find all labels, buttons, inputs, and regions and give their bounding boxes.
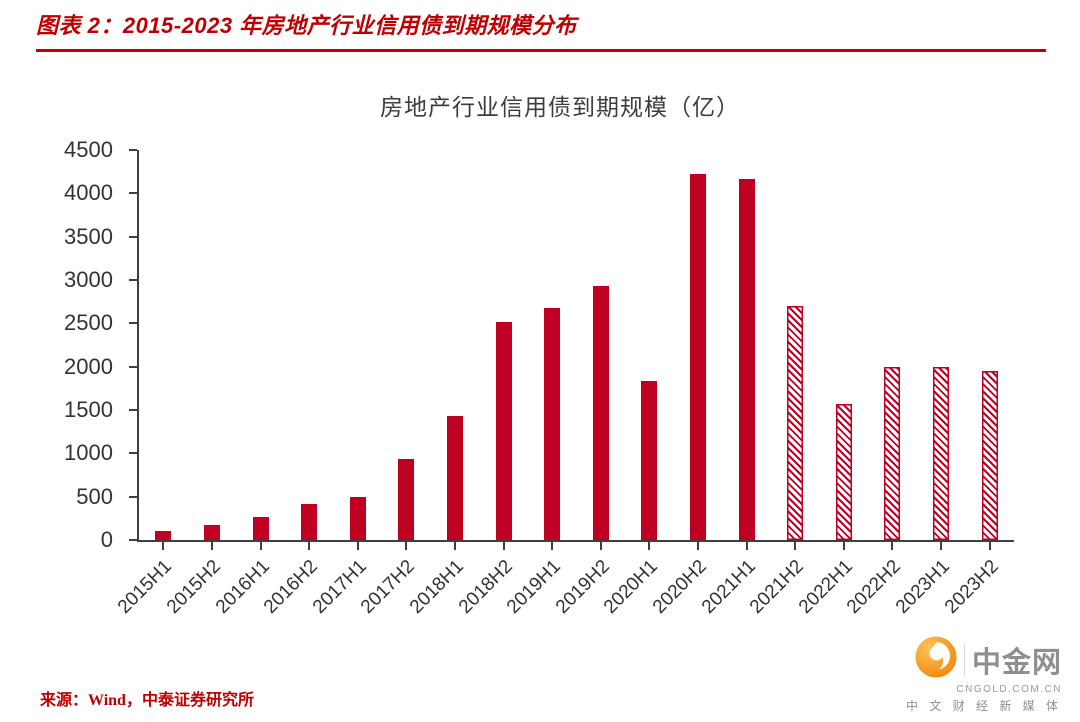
- y-tick-mark: [129, 149, 137, 151]
- y-tick-mark: [129, 452, 137, 455]
- cngold-logo-icon: [915, 636, 957, 683]
- brand-divider: [963, 642, 965, 677]
- x-tick-mark: [502, 542, 505, 550]
- figure-caption: 图表 2：2015-2023 年房地产行业信用债到期规模分布: [36, 13, 577, 38]
- y-tick-label: 500: [76, 483, 113, 509]
- brand-name: 中金网: [971, 646, 1062, 679]
- cngold-watermark: 中金网 CNGOLD.COM.CN 中 文 财 经 新 媒 体: [900, 636, 1062, 714]
- bar-2016h1: [252, 517, 269, 540]
- plot-area: [129, 149, 1014, 550]
- y-tick-mark: [129, 495, 137, 498]
- bar-2019h1: [544, 307, 561, 540]
- x-tick-mark: [162, 542, 165, 550]
- y-tick-mark: [129, 235, 137, 238]
- y-tick-mark: [129, 192, 137, 195]
- bar-2023h2: [981, 371, 998, 540]
- y-tick-label: 2000: [64, 353, 113, 379]
- x-axis: 2015H1 2015H2 2016H1 2016H2 2017H1 2017H2 2018…: [114, 544, 1012, 664]
- bar-2020h1: [641, 381, 658, 540]
- bar-2023h1: [933, 366, 950, 540]
- brand-tagline: 中 文 财 经 新 媒 体: [905, 699, 1062, 713]
- y-tick-label: 4500: [64, 137, 113, 162]
- y-tick-label: 3000: [64, 267, 113, 292]
- x-tick-mark: [405, 542, 408, 550]
- y-tick-label: 0: [100, 527, 113, 552]
- chart-title: 房地产行业信用债到期规模（亿）: [380, 94, 740, 120]
- bar-2020h2: [690, 174, 707, 540]
- bar-2015h2: [203, 525, 220, 540]
- y-tick-label: 2500: [64, 310, 113, 336]
- y-tick-mark: [129, 322, 137, 325]
- x-tick-mark: [599, 542, 602, 550]
- x-tick-mark: [210, 542, 213, 550]
- x-tick-mark: [453, 542, 456, 550]
- x-tick-mark: [745, 542, 748, 550]
- bar-2018h2: [495, 321, 512, 540]
- bar-2016h2: [301, 503, 318, 540]
- y-tick-mark: [129, 365, 137, 368]
- bar-2017h2: [398, 458, 415, 540]
- y-tick-label: 1500: [64, 397, 113, 422]
- y-axis: 0 500 1000 1500 2000 2500 3000 3500 4000 4500: [0, 137, 127, 552]
- y-tick-mark: [129, 279, 137, 281]
- figure-header: 图表 2：2015-2023 年房地产行业信用债到期规模分布: [36, 8, 1046, 52]
- brand-row: 中金网: [900, 636, 1062, 683]
- x-tick-mark: [697, 542, 700, 550]
- x-tick-mark: [891, 542, 894, 550]
- x-tick-mark: [356, 542, 359, 550]
- x-tick-mark: [794, 542, 797, 550]
- y-tick-mark: [129, 409, 137, 411]
- x-tick-mark: [308, 542, 311, 550]
- y-tick-mark: [129, 539, 137, 541]
- bar-2021h2: [787, 306, 804, 540]
- x-tick-mark: [551, 542, 554, 550]
- bar-2019h2: [592, 286, 609, 540]
- brand-domain: CNGOLD.COM.CN: [956, 684, 1062, 695]
- x-tick-mark: [988, 542, 991, 550]
- x-tick-mark: [648, 542, 651, 550]
- bar-2022h2: [884, 366, 901, 540]
- y-tick-label: 3500: [64, 223, 113, 249]
- bar-2015h1: [155, 531, 172, 540]
- bar-2017h1: [349, 496, 366, 540]
- bar-2021h1: [738, 178, 755, 540]
- y-tick-label: 1000: [64, 440, 113, 466]
- y-tick-label: 4000: [64, 180, 113, 206]
- x-tick-mark: [940, 542, 943, 550]
- x-tick-mark: [259, 542, 262, 550]
- bar-2018h1: [446, 416, 463, 540]
- bar-2022h1: [835, 403, 852, 540]
- source-text: 来源：Wind，中泰证券研究所: [40, 692, 254, 709]
- x-tick-mark: [842, 542, 845, 550]
